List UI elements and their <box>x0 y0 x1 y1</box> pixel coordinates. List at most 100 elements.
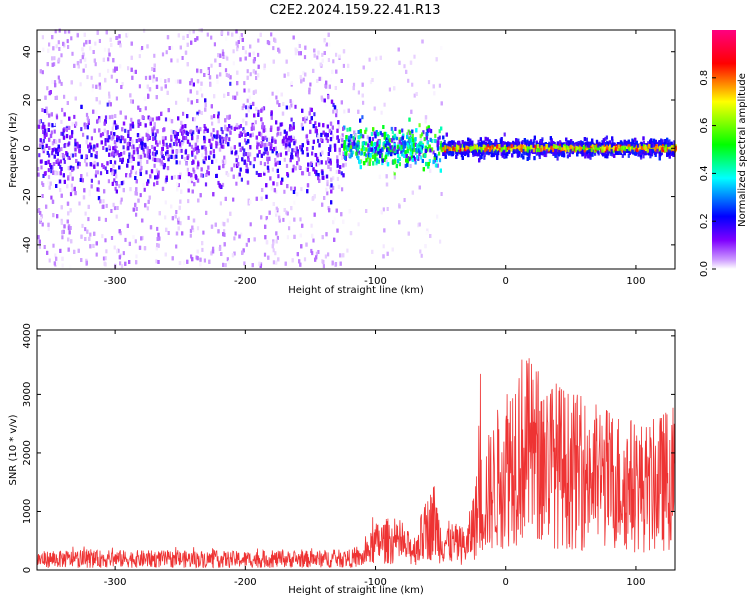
spectrogram-cell <box>270 32 273 37</box>
spectrogram-cell <box>357 222 360 227</box>
spectrogram-cell <box>332 176 335 181</box>
spectrogram-cell <box>51 79 54 84</box>
spectrogram-cell <box>361 115 364 120</box>
spectrogram-cell <box>181 154 184 159</box>
spectrogram-cell <box>210 35 213 40</box>
spectrogram-cell <box>528 156 531 160</box>
spectrogram-cell <box>99 171 103 176</box>
spectrogram-cell <box>42 183 45 187</box>
spectrogram-cell <box>438 129 441 134</box>
spectrogram-cell <box>585 137 588 142</box>
spectrogram-cell <box>144 75 148 80</box>
spectrogram-cell <box>127 129 130 134</box>
spectrogram-cell <box>96 170 99 175</box>
spectrogram-cell <box>673 140 676 145</box>
spectrogram-cell <box>483 155 486 160</box>
spectrogram-cell <box>120 264 124 269</box>
spectrogram-cell <box>541 137 544 142</box>
spectrogram-cell <box>392 139 395 144</box>
spectrogram-cell <box>37 167 40 171</box>
spectrogram-cell <box>161 52 165 57</box>
spectrogram-cell <box>393 171 396 176</box>
spectrogram-cell <box>60 53 63 58</box>
spectrogram-cell <box>418 152 421 157</box>
spectrogram-cell <box>107 48 110 53</box>
spectrogram-cell <box>128 154 131 159</box>
spectrogram-cell <box>252 164 255 169</box>
spectrogram-cell <box>203 145 206 150</box>
spectrogram-cell <box>143 187 146 192</box>
spectrogram-cell <box>213 114 216 119</box>
spectrogram-cell <box>178 160 181 165</box>
spectrogram-cell <box>41 222 44 227</box>
spectrogram-cell <box>51 165 54 170</box>
spectrogram-cell <box>288 220 291 225</box>
spectrogram-cell <box>104 238 107 243</box>
spectrogram-cell <box>288 226 291 231</box>
spectrogram-cell <box>39 119 42 124</box>
spectrogram-cell <box>401 152 404 157</box>
spectrogram-cell <box>337 125 341 129</box>
spectrogram-cell <box>566 154 569 159</box>
spectrogram-cell <box>38 153 41 158</box>
spectrogram-cell <box>190 179 194 184</box>
spectrogram-cell <box>545 153 548 158</box>
spectrogram-cell <box>233 163 236 168</box>
spectrogram-cell <box>58 47 61 51</box>
spectrogram-cell <box>197 148 200 153</box>
spectrogram-cell <box>472 152 475 157</box>
spectrogram-cell <box>118 184 121 189</box>
spectrogram-cell <box>293 186 296 191</box>
spectrogram-cell <box>503 132 506 137</box>
spectrogram-cell <box>226 257 229 262</box>
spectrogram-cell <box>130 169 133 174</box>
spectrogram-cell <box>336 176 339 181</box>
spectrogram-cell <box>322 264 325 269</box>
spectrogram-cell <box>70 183 73 188</box>
spectrogram-cell <box>48 42 51 47</box>
spectrogram-cell <box>119 200 122 205</box>
spectrogram-cell <box>59 164 62 169</box>
spectrogram-cell <box>58 138 61 143</box>
spectrogram-cell <box>167 231 170 235</box>
spectrogram-cell <box>403 64 406 69</box>
spectrogram-cell <box>438 83 441 88</box>
spectrogram-cell <box>67 142 70 147</box>
spectrogram-cell <box>123 150 126 155</box>
spectrogram-cell <box>577 141 580 145</box>
spectrogram-cell <box>55 115 59 120</box>
spectrogram-cell <box>170 45 174 50</box>
spectrogram-cell <box>404 163 407 168</box>
spectrogram-cell <box>303 55 307 60</box>
spectrogram-cell <box>373 106 376 111</box>
spectrogram-cell <box>174 79 177 84</box>
spectrogram-cell <box>93 160 96 165</box>
spectrogram-cell <box>438 151 441 156</box>
spectrogram-cell <box>255 170 258 175</box>
spectrogram-cell <box>159 162 162 167</box>
spectrogram-cell <box>120 197 123 202</box>
spectrogram-cell <box>54 253 57 258</box>
spectrogram-cell <box>332 102 335 107</box>
spectrogram-cell <box>96 118 99 123</box>
spectrogram-cell <box>139 47 142 52</box>
spectrogram-cell <box>419 249 422 254</box>
spectrogram-cell <box>140 165 143 170</box>
spectrogram-cell <box>90 136 93 141</box>
spectrogram-cell <box>300 187 303 192</box>
spectrogram-cell <box>101 234 104 239</box>
spectrogram-cell <box>324 102 327 107</box>
spectrogram-cell <box>74 123 77 128</box>
spectrogram-cell <box>113 206 117 211</box>
spectrogram-cell <box>162 142 165 147</box>
spectrogram-cell <box>245 140 248 145</box>
spectrogram-cell <box>101 132 105 136</box>
spectrogram-cell <box>274 251 277 256</box>
spectrogram-cell <box>290 117 293 122</box>
spectrogram-cell <box>262 151 265 156</box>
spectrogram-cell <box>84 227 87 232</box>
spectrogram-cell <box>521 140 524 144</box>
spectrogram-cell <box>76 164 79 169</box>
spectrogram-cell <box>263 66 266 71</box>
